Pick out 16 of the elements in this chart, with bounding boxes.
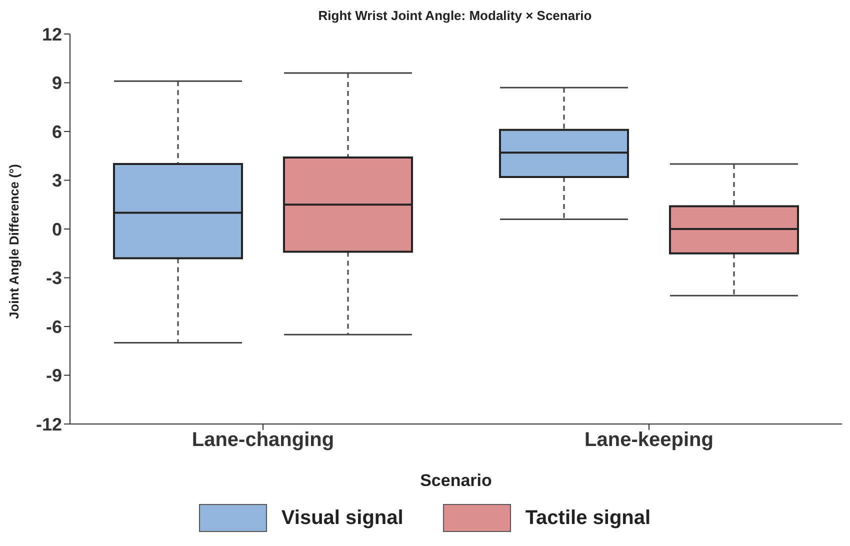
- x-axis-title: Scenario: [420, 471, 492, 490]
- y-axis-title: Joint Angle Difference (°): [6, 164, 22, 319]
- y-tick-label: -3: [46, 268, 62, 288]
- y-tick-label: 12: [42, 24, 62, 44]
- y-tick-label: 3: [52, 170, 62, 191]
- chart-title: Right Wrist Joint Angle: Modality × Scenario: [317, 8, 593, 23]
- y-tick-label: 6: [52, 122, 62, 142]
- y-tick-label: -12: [36, 414, 62, 434]
- legend-label: Visual signal: [281, 506, 404, 530]
- y-tick-label: -9: [46, 366, 62, 386]
- y-tick-label: -6: [46, 316, 62, 337]
- x-tick-label: Lane-keeping: [584, 429, 714, 452]
- legend-label: Tactile signal: [525, 506, 651, 530]
- y-tick-label: 0: [52, 219, 62, 240]
- x-tick-label: Lane-changing: [192, 429, 334, 452]
- y-tick-label: 9: [52, 73, 62, 94]
